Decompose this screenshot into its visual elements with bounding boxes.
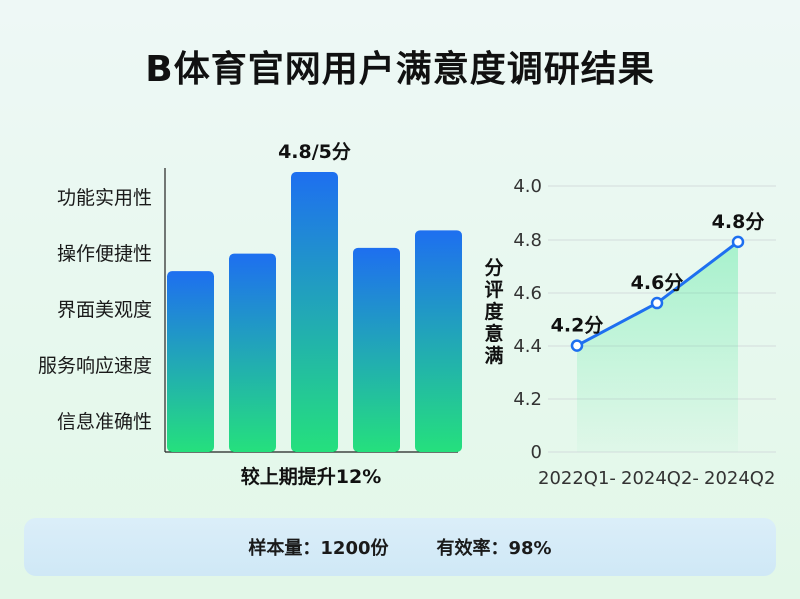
data-label: 4.2分 (551, 315, 604, 337)
bar (167, 271, 214, 452)
y-axis-label-char: 评 (484, 279, 503, 301)
data-point (570, 339, 584, 352)
line-area (577, 241, 738, 452)
bar-chart: 功能实用性 操作便捷性 界面美观度 服务响应速度 信息准确性 4.8/5分 较上… (38, 141, 462, 488)
y-tick-label: 4.4 (513, 336, 542, 357)
y-tick-label: 4.6 (513, 283, 542, 304)
bar (229, 253, 276, 452)
data-label: 4.6分 (631, 272, 684, 294)
y-axis-label: 分评度意满 (484, 257, 504, 367)
y-axis-label-char: 意 (484, 322, 503, 345)
y-tick-label: 4.0 (513, 176, 542, 197)
bar-category-label: 服务响应速度 (38, 355, 152, 377)
bar-top-label: 4.8/5分 (278, 141, 351, 163)
sample-size-stat: 样本量：1200份 (248, 538, 389, 559)
y-tick-label: 0 (531, 442, 542, 463)
y-axis-label-char: 满 (484, 344, 503, 367)
data-point (650, 296, 664, 310)
bar (415, 230, 462, 452)
data-label: 4.8分 (712, 211, 765, 233)
bar (353, 247, 400, 452)
bar (291, 172, 338, 452)
bar-category-label: 界面美观度 (57, 299, 152, 321)
x-tick-label: 2024Q2- (621, 468, 699, 489)
y-axis-label-char: 分 (484, 257, 503, 279)
x-tick-label: 2024Q2 (704, 468, 775, 489)
line-chart: 4.0 4.8 4.6 4.4 4.2 0 分评度意满 4.2分 4.6分 4.… (484, 176, 776, 489)
data-point (731, 235, 745, 249)
charts-canvas: 功能实用性 操作便捷性 界面美观度 服务响应速度 信息准确性 4.8/5分 较上… (38, 141, 776, 489)
bar-category-label: 功能实用性 (57, 187, 152, 209)
y-tick-label: 4.8 (513, 230, 542, 251)
summary-bar: 样本量：1200份 有效率：98% (24, 518, 776, 576)
y-tick-label: 4.2 (513, 389, 542, 410)
valid-rate-stat: 有效率：98% (436, 538, 552, 559)
x-tick-label: 2022Q1- (538, 468, 616, 489)
page-title: B体育官网用户满意度调研结果 (145, 49, 655, 90)
bar-caption: 较上期提升12% (241, 465, 381, 488)
bar-category-label: 操作便捷性 (57, 243, 152, 265)
y-axis-label-char: 度 (484, 300, 504, 323)
bar-category-label: 信息准确性 (57, 411, 152, 433)
